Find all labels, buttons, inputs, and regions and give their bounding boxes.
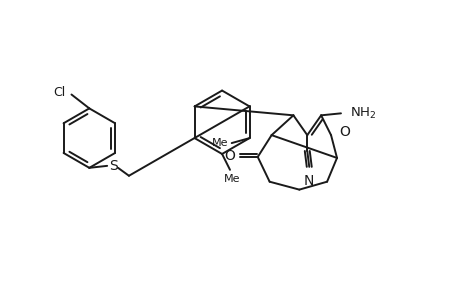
Text: Cl: Cl <box>53 86 65 99</box>
Text: Me: Me <box>212 138 228 148</box>
Text: O: O <box>224 149 235 163</box>
Text: S: S <box>108 159 117 173</box>
Text: Me: Me <box>223 174 240 184</box>
Text: N: N <box>303 174 314 188</box>
Text: NH$_2$: NH$_2$ <box>349 106 375 121</box>
Text: O: O <box>338 125 349 139</box>
